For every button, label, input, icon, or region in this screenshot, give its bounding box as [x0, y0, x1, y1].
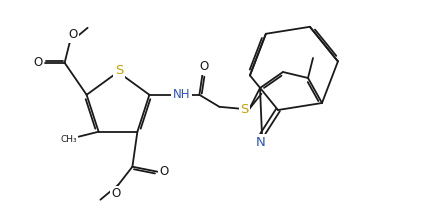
Text: O: O — [200, 60, 209, 73]
Text: NH: NH — [172, 88, 190, 101]
Text: S: S — [115, 65, 123, 78]
Text: N: N — [256, 135, 266, 149]
Text: O: O — [112, 187, 121, 200]
Text: O: O — [68, 28, 77, 41]
Text: O: O — [33, 56, 42, 69]
Text: CH₃: CH₃ — [60, 135, 77, 144]
Text: O: O — [160, 165, 169, 178]
Text: S: S — [240, 103, 249, 116]
